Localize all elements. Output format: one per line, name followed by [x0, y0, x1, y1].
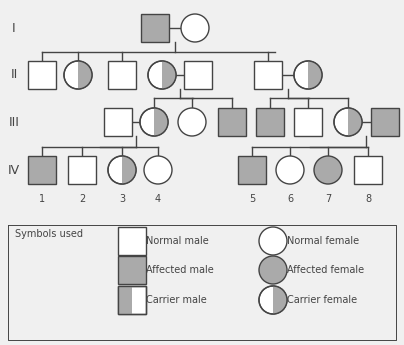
FancyBboxPatch shape: [184, 61, 212, 89]
Bar: [118, 286, 132, 314]
FancyBboxPatch shape: [141, 14, 169, 42]
Text: III: III: [8, 116, 19, 128]
Wedge shape: [308, 61, 322, 89]
Text: II: II: [11, 69, 18, 81]
FancyBboxPatch shape: [238, 156, 266, 184]
Circle shape: [334, 108, 362, 136]
Wedge shape: [348, 108, 362, 136]
FancyBboxPatch shape: [294, 108, 322, 136]
Text: Carrier female: Carrier female: [287, 295, 357, 305]
Text: 3: 3: [119, 194, 125, 204]
FancyBboxPatch shape: [28, 156, 56, 184]
FancyBboxPatch shape: [118, 286, 146, 314]
Circle shape: [276, 156, 304, 184]
Text: I: I: [12, 21, 16, 34]
Text: 2: 2: [79, 194, 85, 204]
Text: 8: 8: [365, 194, 371, 204]
Wedge shape: [78, 61, 92, 89]
FancyBboxPatch shape: [118, 227, 146, 255]
Wedge shape: [122, 156, 136, 184]
Circle shape: [148, 61, 176, 89]
Text: Normal male: Normal male: [146, 236, 209, 246]
Text: 5: 5: [249, 194, 255, 204]
Text: IV: IV: [8, 164, 20, 177]
Circle shape: [108, 156, 136, 184]
Circle shape: [259, 256, 287, 284]
Circle shape: [181, 14, 209, 42]
FancyBboxPatch shape: [254, 61, 282, 89]
Circle shape: [259, 286, 287, 314]
Circle shape: [144, 156, 172, 184]
Circle shape: [259, 227, 287, 255]
Circle shape: [314, 156, 342, 184]
FancyBboxPatch shape: [118, 256, 146, 284]
FancyBboxPatch shape: [28, 61, 56, 89]
Wedge shape: [273, 286, 287, 314]
Wedge shape: [162, 61, 176, 89]
FancyBboxPatch shape: [108, 61, 136, 89]
Text: Carrier male: Carrier male: [146, 295, 207, 305]
Circle shape: [64, 61, 92, 89]
Circle shape: [294, 61, 322, 89]
Text: Affected female: Affected female: [287, 265, 364, 275]
FancyBboxPatch shape: [104, 108, 132, 136]
FancyBboxPatch shape: [256, 108, 284, 136]
FancyBboxPatch shape: [68, 156, 96, 184]
Wedge shape: [154, 108, 168, 136]
Text: 4: 4: [155, 194, 161, 204]
Text: Normal female: Normal female: [287, 236, 359, 246]
Circle shape: [178, 108, 206, 136]
Text: 6: 6: [287, 194, 293, 204]
FancyBboxPatch shape: [218, 108, 246, 136]
Text: Symbols used: Symbols used: [15, 229, 83, 239]
FancyBboxPatch shape: [354, 156, 382, 184]
FancyBboxPatch shape: [371, 108, 399, 136]
Text: 1: 1: [39, 194, 45, 204]
Text: 7: 7: [325, 194, 331, 204]
Circle shape: [140, 108, 168, 136]
Text: Affected male: Affected male: [146, 265, 214, 275]
